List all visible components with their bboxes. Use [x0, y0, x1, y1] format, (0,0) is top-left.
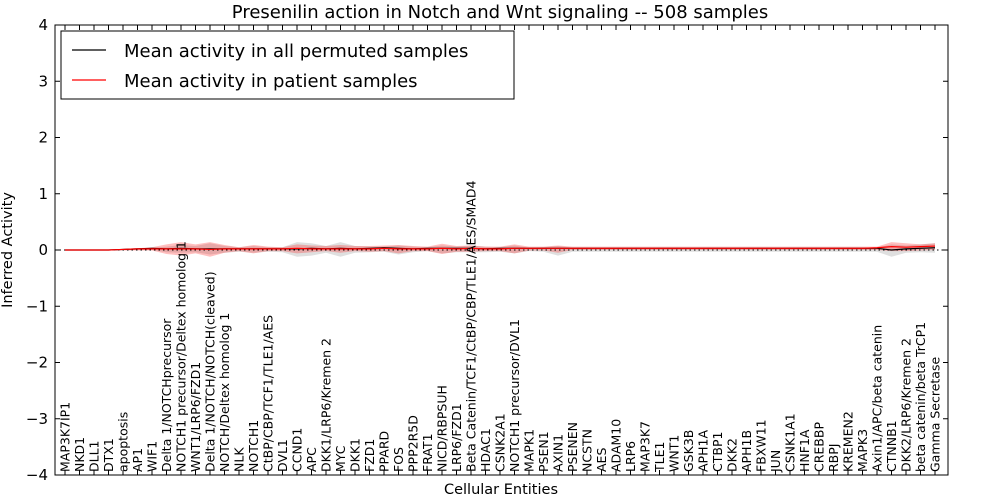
y-tick-label: 4 [38, 16, 48, 34]
x-tick-label: APH1A [696, 430, 711, 472]
x-tick-label: CSNK2A1 [493, 413, 508, 472]
x-tick-label: MAPK1 [522, 429, 537, 472]
x-tick-label: FBXW11 [754, 419, 769, 472]
x-tick-label: NCSTN [580, 429, 595, 472]
x-tick-label: PSENEN [565, 422, 580, 472]
y-tick-label: −1 [26, 297, 48, 315]
x-tick-label: WIF1 [145, 441, 160, 472]
x-tick-label: MAP3K7 [638, 421, 653, 472]
x-tick-label: PPARD [377, 431, 392, 472]
x-tick-label: Delta 1/NOTCHprecursor [159, 318, 174, 472]
legend-box [60, 30, 515, 100]
y-axis: −4 −3 −2 −1 0 1 2 3 4 [26, 16, 948, 484]
x-tick-label: APC [304, 447, 319, 472]
y-tick-label: −2 [26, 354, 48, 372]
y-tick-label: −4 [26, 466, 48, 484]
x-tick-label: Gamma Secretase [928, 357, 943, 472]
x-tick-label: DKK1 [348, 438, 363, 472]
x-tick-label: HDAC1 [478, 428, 493, 472]
x-tick-label: FOS [391, 447, 406, 472]
x-tick-label: apoptosis [116, 412, 131, 472]
x-tick-label: Beta Catenin/TCF1/CtBP/CBP/TLE1/AES/SMAD… [464, 181, 479, 472]
x-tick-label: CREBBP [812, 422, 827, 472]
x-tick-label: PSEN1 [536, 431, 551, 472]
x-tick-label: MYC [333, 445, 348, 472]
x-tick-label: beta catenin/beta TrCP1 [913, 322, 928, 472]
x-tick-label: NOTCH1 precursor/Deltex homolog 1 [174, 241, 189, 472]
x-tick-label: Delta 1/NOTCH/NOTCH(cleaved) [203, 271, 218, 472]
x-tick-label: APH1B [739, 430, 754, 472]
x-tick-label: NOTCH1 [246, 420, 261, 472]
x-tick-label: AXIN1 [551, 434, 566, 472]
chart-title: Presenilin action in Notch and Wnt signa… [232, 2, 768, 23]
x-tick-label: NLK [232, 447, 247, 472]
x-tick-label: DTX1 [101, 438, 116, 472]
x-tick-label: AP1 [130, 448, 145, 472]
x-tick-label: Axin1/APC/beta catenin [870, 325, 885, 472]
x-axis-title: Cellular Entities [444, 482, 558, 498]
x-tick-label: FRAT1 [420, 433, 435, 472]
x-tick-label: CTNNB1 [884, 420, 899, 472]
x-tick-label: GSK3B [681, 430, 696, 472]
x-tick-label: KREMEN2 [841, 411, 856, 472]
x-tick-label: RBPJ [826, 444, 841, 473]
x-tick-label: CCND1 [290, 428, 305, 472]
x-tick-label: WNT1/LRP6/FZD1 [188, 362, 203, 472]
series-lines [65, 245, 936, 251]
x-tick-label: DKK2 [725, 438, 740, 472]
x-tick-label: WNT1 [667, 435, 682, 472]
x-tick-label: NICD/RBPSUH [435, 385, 450, 472]
x-tick-label: DLL1 [87, 440, 102, 472]
x-tick-label: DKK1/LRP6/Kremen 2 [319, 338, 334, 472]
x-tick-label: TLE1 [652, 442, 667, 473]
x-tick-label: ADAM10 [609, 419, 624, 472]
x-tick-label: FZD1 [362, 439, 377, 472]
legend-label-patient: Mean activity in patient samples [124, 71, 418, 92]
x-tick-label: LRP6 [623, 441, 638, 472]
x-axis: MAP3K7IP1 NKD1 DLL1 DTX1 apoptosis AP1 WIF1 Del… [58, 25, 943, 475]
x-tick-label: MAP3K7IP1 [58, 402, 73, 472]
legend: Mean activity in all permuted samples Me… [60, 30, 515, 100]
series-line-patient [65, 245, 936, 251]
x-tick-label: PPP2R5D [406, 415, 421, 472]
x-tick-label: DKK2/LRP6/Kremen 2 [899, 338, 914, 472]
x-tick-label: NKD1 [72, 437, 87, 472]
x-tick-label: MAPK3 [855, 429, 870, 472]
y-tick-label: −3 [26, 410, 48, 428]
x-tick-label: LRP6/FZD1 [449, 403, 464, 472]
x-tick-label: JUN [768, 450, 783, 473]
x-tick-label: CtBP/CBP/TCF1/TLE1/AES [261, 315, 276, 472]
y-tick-label: 2 [38, 129, 48, 147]
x-tick-label: CSNK1A1 [783, 413, 798, 472]
x-tick-label: NOTCH1 precursor/DVL1 [507, 319, 522, 472]
x-tick-label: NOTCH/Deltex homolog 1 [217, 313, 232, 472]
y-tick-label: 0 [38, 241, 48, 259]
x-tick-label: DVL1 [275, 439, 290, 472]
x-tick-label: CTBP1 [710, 432, 725, 472]
y-tick-label: 3 [38, 72, 48, 90]
x-tick-label: HNF1A [797, 429, 812, 472]
legend-label-permuted: Mean activity in all permuted samples [124, 41, 468, 62]
y-tick-label: 1 [38, 185, 48, 203]
x-tick-label: AES [594, 448, 609, 472]
y-axis-title: Inferred Activity [0, 192, 16, 308]
